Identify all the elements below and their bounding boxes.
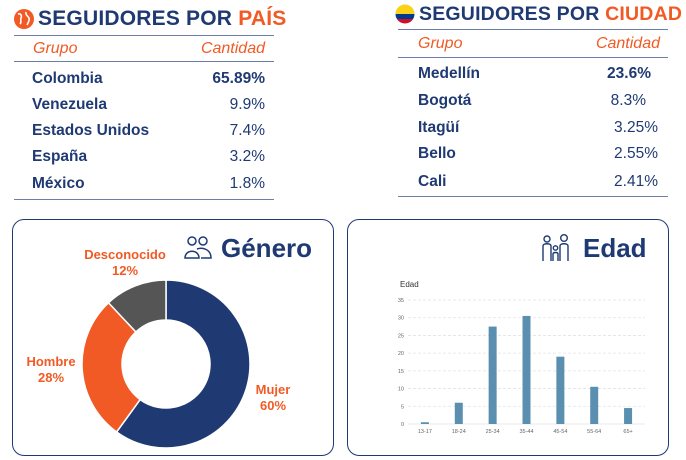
city-value: 23.6% bbox=[607, 65, 651, 82]
city-col-group: Grupo bbox=[418, 35, 463, 52]
bar-25-34 bbox=[488, 326, 497, 424]
bar-13-17 bbox=[420, 422, 429, 424]
people-icon bbox=[184, 236, 212, 259]
city-col-amount: Cantidad bbox=[595, 35, 660, 52]
pie-label-female: Mujer 60% bbox=[249, 382, 297, 414]
age-card: Edad Edad 0 5 10 15 20 25 30 35 13-17 18-24 25-34 35… bbox=[347, 219, 669, 456]
y-tick-label: 35 bbox=[398, 298, 404, 304]
country-name: México bbox=[32, 175, 85, 192]
x-tick-label: 45-54 bbox=[553, 429, 567, 435]
city-header-divider-bottom bbox=[398, 57, 668, 58]
country-title: SEGUIDORES POR PAÍS bbox=[38, 7, 286, 31]
city-header-divider bbox=[398, 29, 668, 30]
pie-label-unknown: Desconocido 12% bbox=[75, 247, 175, 279]
table-row: Colombia 65.89% bbox=[32, 70, 265, 90]
country-value: 3.2% bbox=[229, 148, 265, 165]
country-col-group: Grupo bbox=[33, 40, 78, 57]
y-tick-label: 10 bbox=[398, 387, 404, 393]
age-title: Edad bbox=[583, 233, 647, 263]
country-table-bottom bbox=[14, 199, 274, 200]
city-value: 3.25% bbox=[614, 119, 658, 136]
x-tick-label: 25-34 bbox=[486, 429, 500, 435]
y-tick-label: 30 bbox=[398, 316, 404, 322]
pie-slice-hombre bbox=[81, 301, 142, 434]
country-name: Colombia bbox=[32, 70, 103, 87]
x-tick-label: 18-24 bbox=[452, 429, 466, 435]
bar-55-64 bbox=[590, 386, 599, 424]
gender-card: Género Desconocido 12% Hombre 28% Mujer … bbox=[12, 219, 334, 456]
country-name: España bbox=[32, 148, 88, 165]
country-value: 9.9% bbox=[229, 96, 265, 113]
country-value: 65.89% bbox=[212, 70, 265, 87]
country-header-divider-bottom bbox=[14, 61, 274, 62]
city-value: 2.55% bbox=[614, 145, 658, 162]
gender-title: Género bbox=[221, 233, 313, 263]
city-value: 2.41% bbox=[614, 173, 658, 190]
y-tick-label: 15 bbox=[398, 369, 404, 375]
pie-label-unknown-name: Desconocido bbox=[84, 247, 166, 262]
globe-icon bbox=[14, 9, 34, 29]
bar-65+ bbox=[624, 408, 633, 424]
country-value: 7.4% bbox=[229, 122, 265, 139]
x-tick-label: 35-44 bbox=[519, 429, 533, 435]
city-title-accent: CIUDAD bbox=[605, 3, 683, 25]
bar-18-24 bbox=[454, 402, 463, 424]
table-row: Itagüí 3.25% bbox=[418, 119, 658, 139]
pie-label-male-name: Hombre bbox=[26, 354, 76, 369]
city-title: SEGUIDORES POR CIUDAD bbox=[419, 3, 682, 26]
country-name: Venezuela bbox=[32, 96, 107, 113]
x-tick-label: 55-64 bbox=[587, 429, 601, 435]
country-title-prefix: SEGUIDORES POR bbox=[38, 7, 239, 30]
family-icon bbox=[542, 234, 569, 261]
city-table-bottom bbox=[398, 196, 668, 197]
pie-label-male-pct: 28% bbox=[37, 370, 65, 385]
table-row: Venezuela 9.9% bbox=[32, 96, 265, 116]
pie-label-unknown-pct: 12% bbox=[111, 263, 139, 278]
table-row: México 1.8% bbox=[32, 175, 265, 195]
table-row: Bogotá 8.3% bbox=[418, 92, 658, 112]
age-bar-chart: Edad 0 5 10 15 20 25 30 35 13-17 18-24 25-34 35-44 45… bbox=[398, 280, 645, 435]
city-name: Bello bbox=[418, 145, 456, 162]
y-tick-label: 25 bbox=[398, 333, 404, 339]
country-title-accent: PAÍS bbox=[238, 7, 287, 30]
city-name: Bogotá bbox=[418, 92, 472, 109]
bar-35-44 bbox=[522, 315, 531, 424]
y-tick-label: 5 bbox=[401, 404, 404, 410]
bar-45-54 bbox=[556, 356, 565, 424]
table-row: Bello 2.55% bbox=[418, 145, 658, 165]
city-name: Cali bbox=[418, 173, 447, 190]
pie-slice-desconocido bbox=[107, 279, 167, 333]
table-row: Medellín 23.6% bbox=[418, 65, 651, 85]
pie-label-female-pct: 60% bbox=[259, 398, 287, 413]
pie-slice-mujer bbox=[115, 279, 251, 449]
x-tick-label: 13-17 bbox=[418, 429, 432, 435]
colombia-flag-icon bbox=[395, 4, 415, 24]
city-title-prefix: SEGUIDORES POR bbox=[419, 3, 606, 25]
country-value: 1.8% bbox=[229, 175, 265, 192]
country-col-amount: Cantidad bbox=[200, 40, 265, 57]
pie-label-male: Hombre 28% bbox=[17, 354, 85, 386]
city-name: Itagüí bbox=[418, 119, 460, 136]
country-header-divider bbox=[14, 35, 274, 36]
city-value: 8.3% bbox=[610, 92, 646, 109]
pie-label-female-name: Mujer bbox=[255, 382, 291, 397]
table-row: Cali 2.41% bbox=[418, 173, 658, 193]
table-row: Estados Unidos 7.4% bbox=[32, 122, 265, 142]
table-row: España 3.2% bbox=[32, 148, 265, 168]
bar-chart-title: Edad bbox=[400, 280, 419, 289]
x-tick-label: 65+ bbox=[623, 429, 632, 435]
y-tick-label: 20 bbox=[398, 351, 404, 357]
y-tick-label: 0 bbox=[401, 422, 404, 428]
gender-donut-chart bbox=[81, 279, 251, 449]
country-name: Estados Unidos bbox=[32, 122, 150, 139]
city-name: Medellín bbox=[418, 65, 481, 82]
